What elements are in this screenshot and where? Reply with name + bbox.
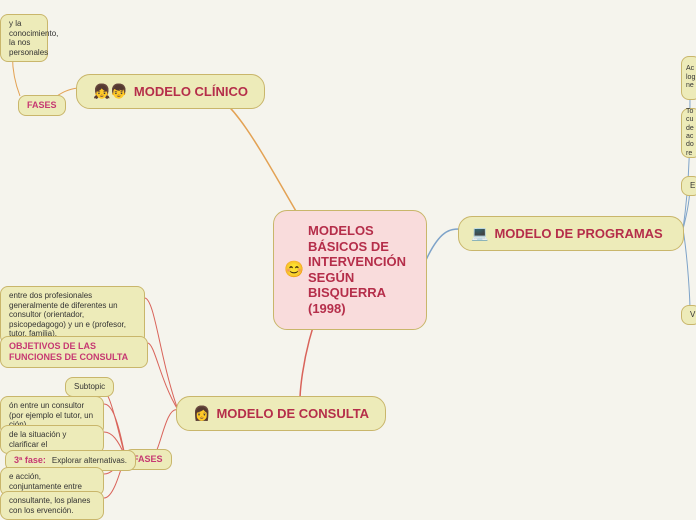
fase-5[interactable]: consultante, los planes con los ervenció… — [0, 491, 104, 520]
programas-leaf-2[interactable]: To cu de ac do re — [681, 108, 696, 158]
fase-3-text: Explorar alternativas. — [52, 456, 127, 466]
consulta-fases-text: FASES — [133, 454, 163, 465]
programas-leaf-1-text: Ac log ne — [686, 65, 696, 90]
programas-leaf-3-text: EL — [690, 181, 696, 191]
clinico-leaf-1[interactable]: y la conocimiento, la nos personales — [0, 14, 48, 62]
children-icon: 👧👦 — [93, 83, 128, 100]
consulta-title: MODELO DE CONSULTA — [216, 406, 369, 422]
node-modelo-clinico[interactable]: 👧👦 MODELO CLÍNICO — [76, 74, 265, 109]
woman-icon: 👩 — [193, 405, 210, 422]
laptop-icon: 💻 — [471, 225, 488, 242]
node-modelo-programas[interactable]: 💻 MODELO DE PROGRAMAS — [458, 216, 684, 251]
central-topic[interactable]: 😊 MODELOS BÁSICOS DE INTERVENCIÓN SEGÚN … — [273, 210, 427, 330]
fases-label: FASES — [27, 100, 57, 111]
fase-5-text: consultante, los planes con los ervenció… — [9, 496, 95, 515]
programas-leaf-4[interactable]: VE — [681, 305, 696, 325]
clinico-fases[interactable]: FASES — [18, 95, 66, 116]
consulta-desc-text: entre dos profesionales generalmente de … — [9, 291, 136, 339]
objetivos-text: OBJETIVOS DE LAS FUNCIONES DE CONSULTA — [9, 341, 139, 363]
central-title: MODELOS BÁSICOS DE INTERVENCIÓN SEGÚN BI… — [308, 223, 412, 317]
programas-title: MODELO DE PROGRAMAS — [494, 226, 662, 242]
fase-4-text: e acción, conjuntamente entre — [9, 472, 95, 491]
clinico-title: MODELO CLÍNICO — [134, 84, 248, 100]
programas-leaf-2-text: To cu de ac do re — [686, 108, 696, 158]
fase-2-text: de la situación y clarificar el — [9, 430, 95, 449]
subtopic-text: Subtopic — [74, 382, 105, 392]
clinico-leaf-1-text: y la conocimiento, la nos personales — [9, 19, 58, 57]
consulta-objetivos[interactable]: OBJETIVOS DE LAS FUNCIONES DE CONSULTA — [0, 336, 148, 368]
smile-icon: 😊 — [284, 260, 304, 279]
fase-3-label: 3ª fase: — [14, 455, 46, 466]
consulta-subtopic[interactable]: Subtopic — [65, 377, 114, 397]
programas-leaf-1[interactable]: Ac log ne — [681, 56, 696, 100]
programas-leaf-4-text: VE — [690, 310, 696, 320]
node-modelo-consulta[interactable]: 👩 MODELO DE CONSULTA — [176, 396, 386, 431]
programas-leaf-3[interactable]: EL — [681, 176, 696, 196]
